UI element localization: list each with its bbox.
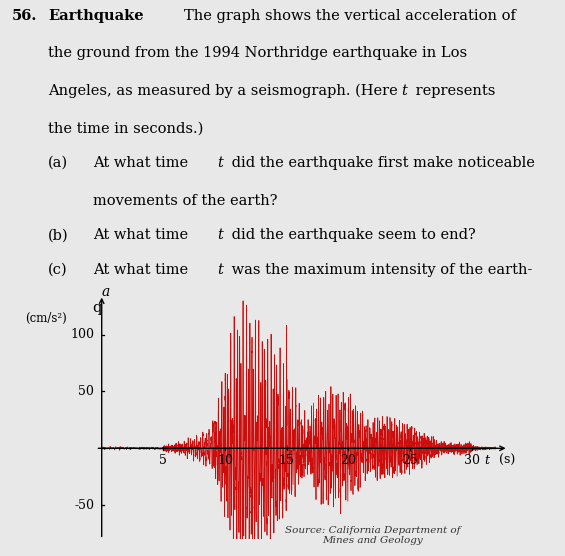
Text: a: a (101, 285, 110, 299)
Text: Source: California Department of
Mines and Geology: Source: California Department of Mines a… (285, 525, 460, 545)
Text: 50: 50 (79, 385, 94, 398)
Text: did the earthquake seem to end?: did the earthquake seem to end? (227, 229, 476, 242)
Text: did the earthquake first make noticeable: did the earthquake first make noticeable (227, 156, 535, 170)
Text: At what time: At what time (93, 229, 193, 242)
Text: 20: 20 (340, 454, 356, 467)
Text: was the maximum intensity of the earth-: was the maximum intensity of the earth- (227, 263, 532, 277)
Text: 5: 5 (159, 454, 167, 467)
Text: t: t (218, 263, 223, 277)
Text: the time in seconds.): the time in seconds.) (48, 121, 203, 136)
Text: At what time: At what time (93, 156, 193, 170)
Text: (b): (b) (48, 229, 69, 242)
Text: quake reached?: quake reached? (93, 301, 211, 315)
Text: t: t (218, 156, 223, 170)
Text: 100: 100 (70, 328, 94, 341)
Text: (a): (a) (48, 156, 68, 170)
Text: -50: -50 (75, 499, 94, 512)
Text: (c): (c) (48, 263, 68, 277)
Text: t: t (401, 84, 407, 98)
Text: (s): (s) (499, 454, 515, 467)
Text: the ground from the 1994 Northridge earthquake in Los: the ground from the 1994 Northridge eart… (48, 46, 467, 60)
Text: movements of the earth?: movements of the earth? (93, 193, 278, 208)
Text: Earthquake: Earthquake (48, 9, 144, 23)
Text: 10: 10 (217, 454, 233, 467)
Text: represents: represents (411, 84, 496, 98)
Text: Angeles, as measured by a seismograph. (Here: Angeles, as measured by a seismograph. (… (48, 84, 402, 98)
Text: At what time: At what time (93, 263, 193, 277)
Text: t: t (484, 454, 489, 467)
Text: 25: 25 (402, 454, 418, 467)
Text: 30: 30 (463, 454, 480, 467)
Text: (cm/s²): (cm/s²) (25, 312, 67, 325)
Text: 56.: 56. (11, 9, 37, 23)
Text: 15: 15 (279, 454, 294, 467)
Text: The graph shows the vertical acceleration of: The graph shows the vertical acceleratio… (184, 9, 515, 23)
Text: t: t (218, 229, 223, 242)
